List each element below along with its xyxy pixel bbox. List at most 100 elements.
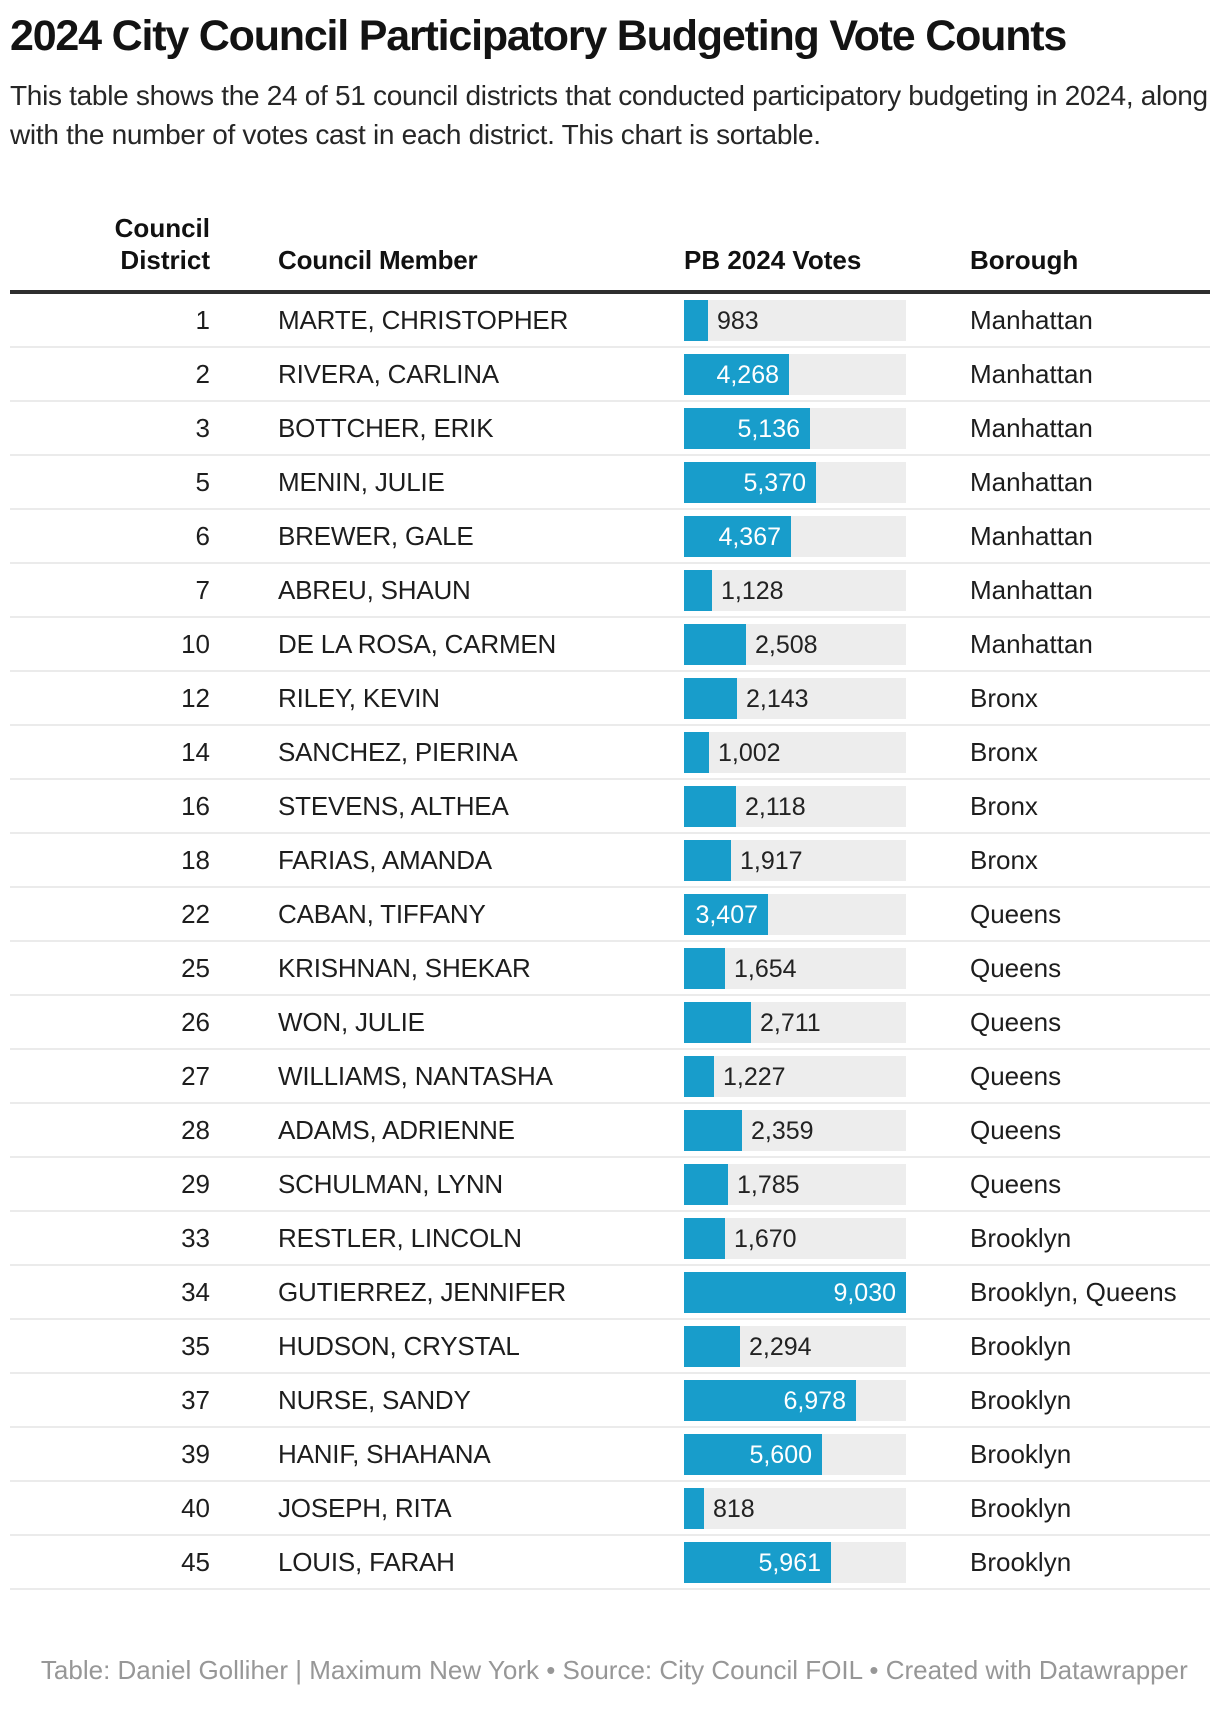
member-cell: RILEY, KEVIN bbox=[278, 682, 440, 713]
district-cell: 12 bbox=[181, 682, 210, 713]
vote-count-label: 5,961 bbox=[758, 1548, 821, 1577]
page-title: 2024 City Council Participatory Budgetin… bbox=[10, 12, 1067, 60]
vote-count-label: 2,118 bbox=[745, 792, 806, 821]
borough-cell: Queens bbox=[970, 1114, 1062, 1145]
votes-cell: 818 bbox=[684, 1487, 906, 1529]
votes-cell: 2,359 bbox=[684, 1109, 906, 1151]
borough-cell: Brooklyn bbox=[970, 1438, 1072, 1469]
table-row: 3 BOTTCHER, ERIK 5,136 Manhattan bbox=[10, 402, 1210, 456]
vote-bar bbox=[684, 569, 712, 611]
vote-count-label: 1,128 bbox=[721, 576, 784, 605]
vote-bar-track: 6,978 bbox=[684, 1379, 906, 1421]
district-cell: 28 bbox=[181, 1114, 210, 1145]
column-header-line2: District bbox=[120, 245, 210, 275]
borough-cell: Queens bbox=[970, 1168, 1062, 1199]
borough-cell: Queens bbox=[970, 898, 1062, 929]
vote-bar-track: 5,136 bbox=[684, 407, 906, 449]
district-cell: 27 bbox=[181, 1060, 210, 1091]
district-cell: 16 bbox=[181, 790, 210, 821]
vote-count-label: 4,367 bbox=[718, 522, 781, 551]
borough-cell: Brooklyn bbox=[970, 1384, 1072, 1415]
member-cell: ABREU, SHAUN bbox=[278, 574, 471, 605]
votes-cell: 4,367 bbox=[684, 515, 906, 557]
footer-byline-link[interactable]: Daniel Golliher | Maximum New York bbox=[117, 1655, 539, 1685]
vote-bar-track: 1,002 bbox=[684, 731, 906, 773]
district-cell: 3 bbox=[195, 412, 210, 443]
votes-cell: 5,600 bbox=[684, 1433, 906, 1475]
vote-bar-track: 5,370 bbox=[684, 461, 906, 503]
vote-bar-track: 3,407 bbox=[684, 893, 906, 935]
vote-bar bbox=[684, 1055, 714, 1097]
borough-cell: Brooklyn bbox=[970, 1492, 1072, 1523]
votes-cell: 1,654 bbox=[684, 947, 906, 989]
vote-bar bbox=[684, 785, 736, 827]
vote-bar: 5,370 bbox=[684, 461, 816, 503]
district-cell: 37 bbox=[181, 1384, 210, 1415]
footer-created-label: Created with bbox=[885, 1655, 1039, 1685]
column-header-council-member[interactable]: Council Member bbox=[278, 245, 478, 275]
column-header-borough[interactable]: Borough bbox=[970, 245, 1079, 275]
district-cell: 14 bbox=[181, 736, 210, 767]
table-row: 25 KRISHNAN, SHEKAR 1,654 Queens bbox=[10, 942, 1210, 996]
votes-cell: 9,030 bbox=[684, 1271, 906, 1313]
borough-cell: Bronx bbox=[970, 736, 1038, 767]
table-row: 2 RIVERA, CARLINA 4,268 Manhattan bbox=[10, 348, 1210, 402]
column-header-pb-2024-votes[interactable]: PB 2024 Votes bbox=[684, 245, 862, 275]
vote-bar-track: 4,367 bbox=[684, 515, 906, 557]
vote-bar bbox=[684, 299, 708, 341]
vote-bar-track: 983 bbox=[684, 299, 906, 341]
borough-cell: Brooklyn bbox=[970, 1330, 1072, 1361]
vote-bar-track: 1,128 bbox=[684, 569, 906, 611]
district-cell: 18 bbox=[181, 844, 210, 875]
table-row: 16 STEVENS, ALTHEA 2,118 Bronx bbox=[10, 780, 1210, 834]
votes-cell: 1,785 bbox=[684, 1163, 906, 1205]
borough-cell: Brooklyn bbox=[970, 1546, 1072, 1577]
chart-description: This table shows the 24 of 51 council di… bbox=[10, 80, 1208, 150]
votes-cell: 6,978 bbox=[684, 1379, 906, 1421]
vote-bar-track: 2,508 bbox=[684, 623, 906, 665]
borough-cell: Brooklyn bbox=[970, 1222, 1072, 1253]
vote-count-label: 2,143 bbox=[746, 684, 809, 713]
vote-count-label: 5,136 bbox=[737, 414, 800, 443]
district-cell: 39 bbox=[181, 1438, 210, 1469]
column-header-council-district[interactable]: Council District bbox=[10, 212, 210, 276]
district-cell: 10 bbox=[181, 628, 210, 659]
vote-bar bbox=[684, 731, 709, 773]
member-cell: HUDSON, CRYSTAL bbox=[278, 1330, 520, 1361]
member-cell: JOSEPH, RITA bbox=[278, 1492, 452, 1523]
vote-bar-track: 2,711 bbox=[684, 1001, 906, 1043]
district-cell: 33 bbox=[181, 1222, 210, 1253]
district-cell: 6 bbox=[195, 520, 210, 551]
footer-separator: • bbox=[862, 1655, 886, 1685]
member-cell: HANIF, SHAHANA bbox=[278, 1438, 491, 1469]
member-cell: STEVENS, ALTHEA bbox=[278, 790, 509, 821]
vote-count-label: 983 bbox=[717, 306, 759, 335]
vote-bar: 9,030 bbox=[684, 1271, 906, 1313]
borough-cell: Brooklyn, Queens bbox=[970, 1276, 1177, 1307]
table-row: 26 WON, JULIE 2,711 Queens bbox=[10, 996, 1210, 1050]
borough-cell: Manhattan bbox=[970, 466, 1093, 497]
vote-count-label: 5,600 bbox=[749, 1440, 812, 1469]
vote-bar: 4,268 bbox=[684, 353, 789, 395]
vote-count-label: 2,294 bbox=[749, 1332, 812, 1361]
vote-count-label: 1,917 bbox=[740, 846, 803, 875]
vote-bar bbox=[684, 623, 746, 665]
footer-source-link[interactable]: City Council FOIL bbox=[659, 1655, 863, 1685]
table-row: 33 RESTLER, LINCOLN 1,670 Brooklyn bbox=[10, 1212, 1210, 1266]
member-cell: GUTIERREZ, JENNIFER bbox=[278, 1276, 566, 1307]
votes-cell: 2,118 bbox=[684, 785, 906, 827]
table-row: 39 HANIF, SHAHANA 5,600 Brooklyn bbox=[10, 1428, 1210, 1482]
votes-cell: 1,002 bbox=[684, 731, 906, 773]
votes-cell: 2,711 bbox=[684, 1001, 906, 1043]
vote-bar: 5,136 bbox=[684, 407, 810, 449]
votes-cell: 5,370 bbox=[684, 461, 906, 503]
table-row: 18 FARIAS, AMANDA 1,917 Bronx bbox=[10, 834, 1210, 888]
vote-bar-track: 1,785 bbox=[684, 1163, 906, 1205]
member-cell: LOUIS, FARAH bbox=[278, 1546, 455, 1577]
vote-bar bbox=[684, 677, 737, 719]
footer-datawrapper-link[interactable]: Datawrapper bbox=[1038, 1655, 1188, 1685]
table-row: 22 CABAN, TIFFANY 3,407 Queens bbox=[10, 888, 1210, 942]
vote-bar-track: 9,030 bbox=[684, 1271, 906, 1313]
vote-bar-track: 2,118 bbox=[684, 785, 906, 827]
